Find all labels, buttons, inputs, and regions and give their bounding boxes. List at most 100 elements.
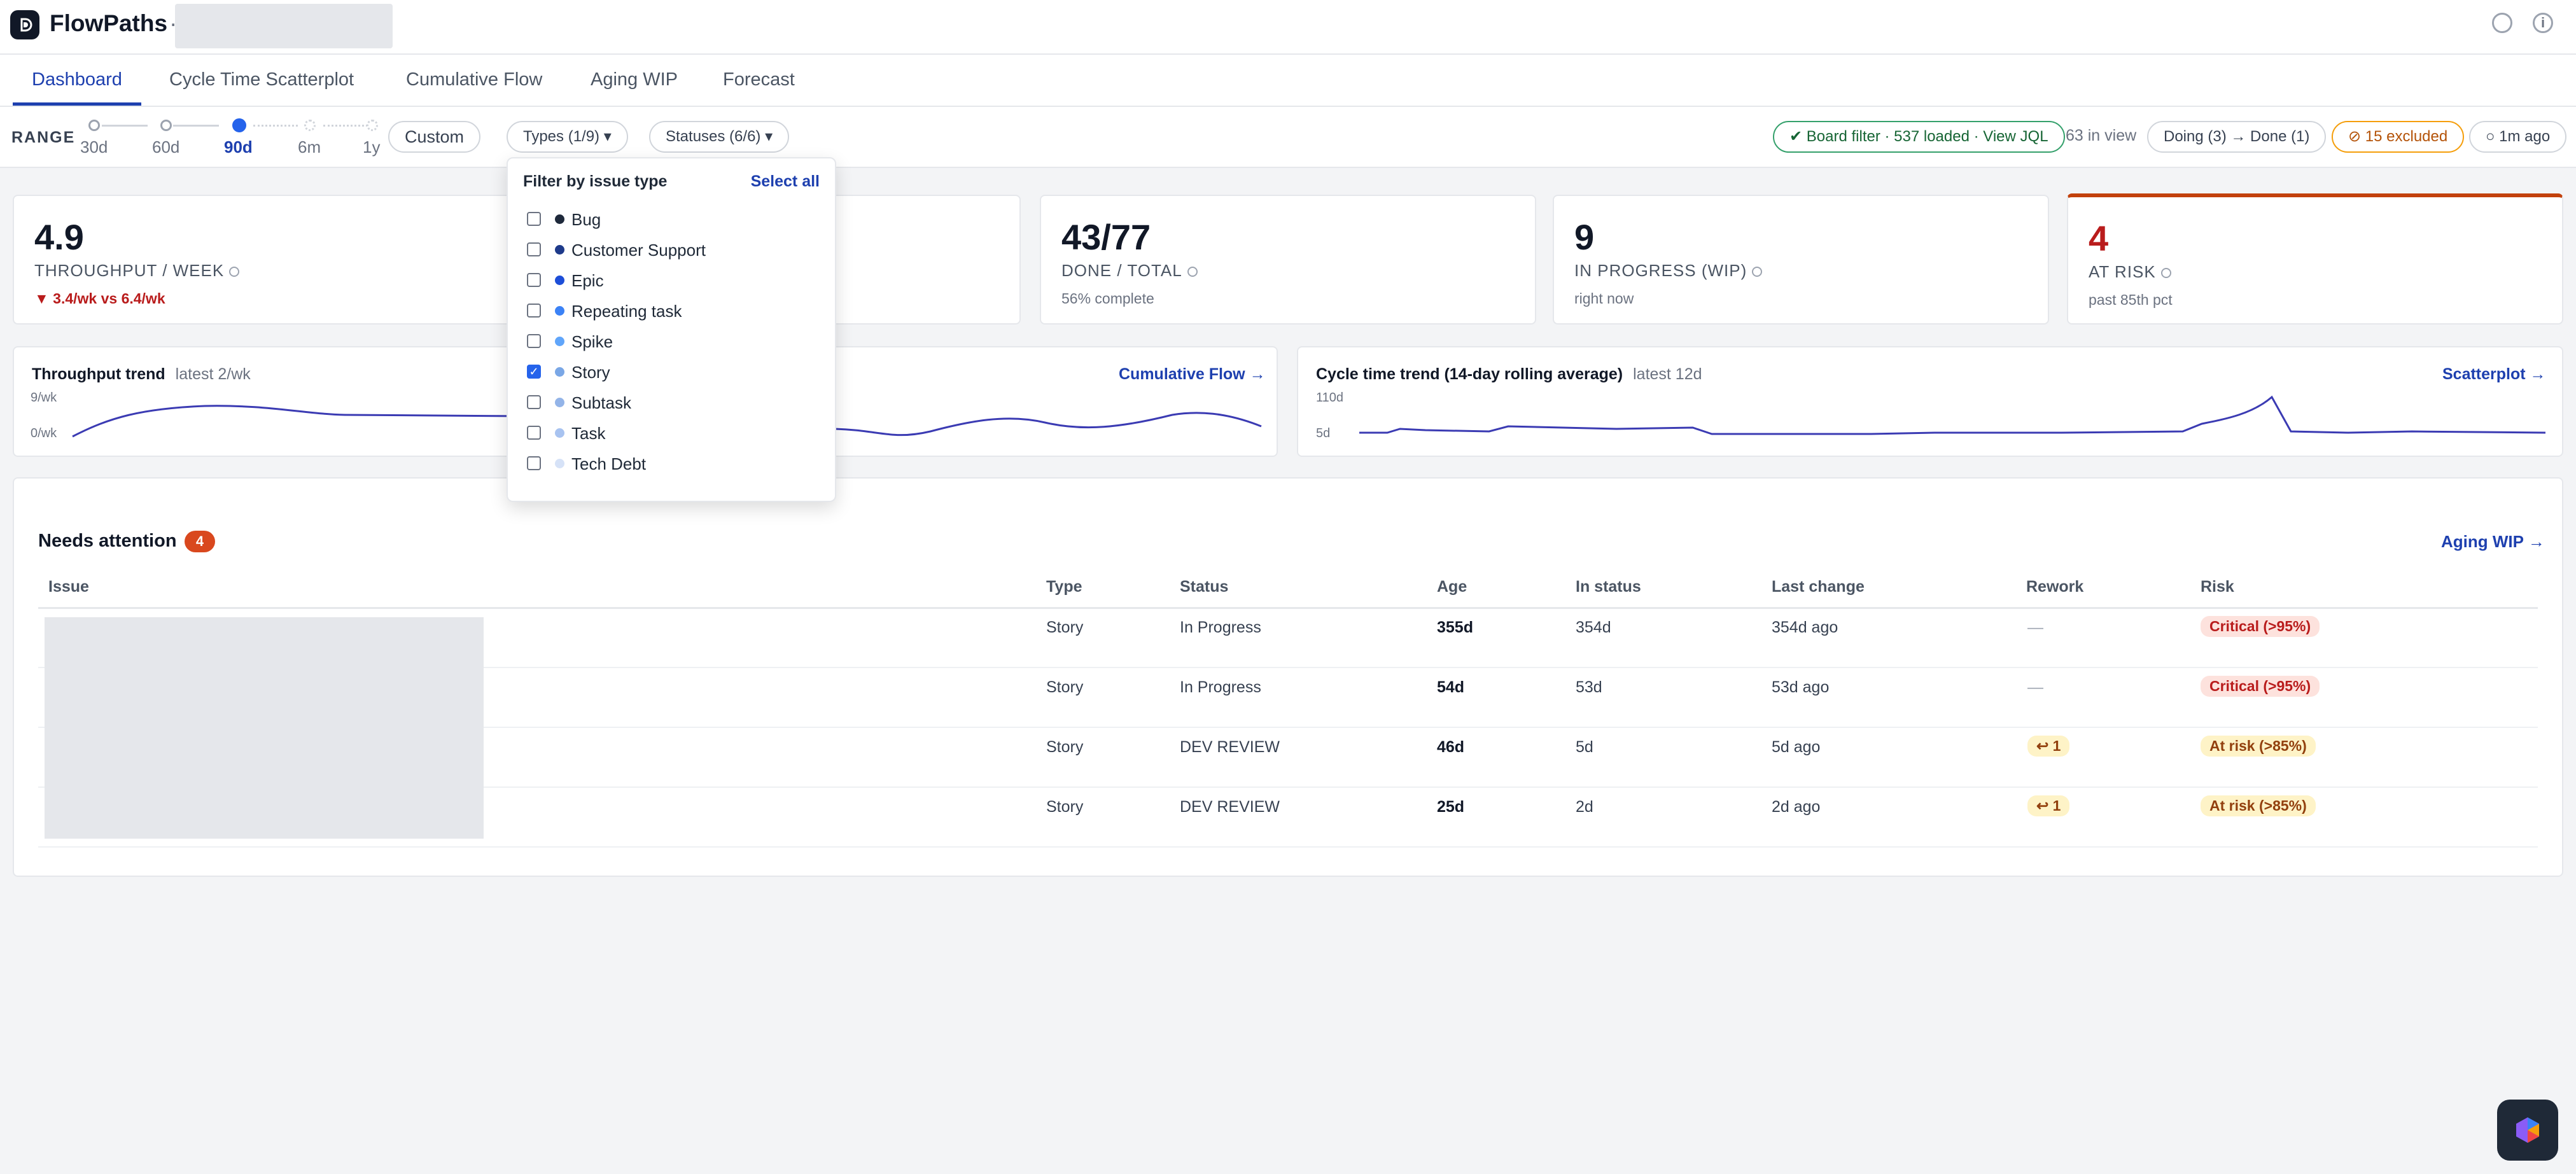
info-icon[interactable] [1187, 267, 1198, 277]
checkbox[interactable] [527, 242, 541, 256]
type-option[interactable]: Spike [527, 329, 820, 354]
type-color-dot [555, 214, 564, 224]
cycle-time-y-min: 5d [1316, 426, 1331, 440]
type-option[interactable]: Repeating task [527, 298, 820, 324]
range-node-30d[interactable] [88, 120, 100, 131]
info-icon[interactable]: i [2533, 13, 2553, 33]
in-view-count: 63 in view [2066, 127, 2137, 144]
type-color-dot [555, 398, 564, 407]
info-icon[interactable] [229, 267, 240, 277]
tab-dashboard[interactable]: Dashboard [13, 55, 141, 106]
cumulative-flow-link[interactable]: Cumulative Flow → [1119, 365, 1266, 383]
range-option-1y[interactable]: 1y [363, 137, 381, 157]
table-row[interactable]: Story DEV REVIEW 25d 2d 2d ago ↩ 1 At ri… [38, 788, 2538, 848]
type-option[interactable]: Subtask [527, 390, 820, 416]
range-option-60d[interactable]: 60d [152, 137, 180, 157]
board-filter-badge[interactable]: ✔ Board filter · 537 loaded · View JQL [1773, 121, 2065, 153]
row-type: Story [1046, 798, 1084, 816]
col-issue: Issue [48, 578, 89, 596]
flow-status-badge[interactable]: Doing (3) → Done (1) [2147, 121, 2327, 153]
checkbox[interactable] [527, 334, 541, 348]
wip-label: IN PROGRESS (WIP) [1574, 261, 1763, 281]
at-risk-value: 4 [2089, 218, 2109, 258]
range-option-30d[interactable]: 30d [80, 137, 108, 157]
range-node-90d[interactable] [232, 118, 246, 132]
range-connector [173, 125, 219, 127]
app-logo-icon [10, 10, 39, 39]
row-age: 54d [1437, 678, 1465, 696]
col-type: Type [1046, 578, 1082, 596]
throughput-trend-title: Throughput trend latest 2/wk [32, 365, 251, 384]
tab-cycle-time-scatterplot[interactable]: Cycle Time Scatterplot [169, 69, 354, 90]
range-option-90d[interactable]: 90d [224, 137, 253, 157]
row-rework: — [2027, 618, 2043, 636]
dropdown-title: Filter by issue type [523, 172, 668, 190]
checkbox[interactable] [527, 426, 541, 440]
risk-badge: Critical (>95%) [2201, 616, 2320, 637]
throughput-y-min: 0/wk [31, 426, 57, 440]
type-option[interactable]: ✓ Story [527, 360, 820, 385]
type-option-label: Story [571, 363, 610, 382]
cycle-time-trend-title-text: Cycle time trend (14-day rolling average… [1316, 365, 1623, 383]
tab-cumulative-flow[interactable]: Cumulative Flow [406, 69, 543, 90]
type-option[interactable]: Bug [527, 207, 820, 232]
types-filter-button[interactable]: Types (1/9) ▾ [507, 121, 628, 153]
done-total-sub: 56% complete [1061, 290, 1154, 307]
wip-value: 9 [1574, 217, 1595, 257]
checkbox[interactable] [527, 273, 541, 287]
type-option[interactable]: Epic [527, 268, 820, 293]
cycle-time-trend-card: Cycle time trend (14-day rolling average… [1297, 346, 2563, 457]
type-option[interactable]: Task [527, 421, 820, 446]
col-risk: Risk [2201, 578, 2234, 596]
row-last-change: 5d ago [1772, 738, 1821, 756]
range-node-6m[interactable] [304, 120, 316, 131]
tab-forecast[interactable]: Forecast [723, 69, 795, 90]
type-option[interactable]: Tech Debt [527, 451, 820, 477]
settings-icon[interactable] [2492, 13, 2512, 33]
assistant-button[interactable] [2497, 1100, 2558, 1161]
done-total-label: DONE / TOTAL [1061, 261, 1198, 281]
table-row[interactable]: Story In Progress 355d 354d 354d ago — C… [38, 608, 2538, 668]
risk-badge: At risk (>85%) [2201, 736, 2316, 757]
done-total-card: 43/77 DONE / TOTAL 56% complete [1040, 195, 1536, 325]
type-color-dot [555, 367, 564, 377]
type-filter-dropdown: Filter by issue type Select all Bug Custo… [507, 157, 836, 502]
app-title: FlowPaths [50, 10, 168, 36]
row-age: 46d [1437, 738, 1465, 756]
row-status: DEV REVIEW [1180, 738, 1280, 756]
table-row[interactable]: Story DEV REVIEW 46d 5d 5d ago ↩ 1 At ri… [38, 728, 2538, 788]
select-all-link[interactable]: Select all [750, 172, 820, 190]
scatterplot-link[interactable]: Scatterplot → [2442, 365, 2546, 383]
type-option[interactable]: Customer Support [527, 237, 820, 263]
aging-wip-link[interactable]: Aging WIP → [2441, 532, 2545, 551]
row-status: In Progress [1180, 678, 1261, 696]
table-header-divider [38, 607, 2538, 609]
project-selector[interactable] [175, 4, 393, 48]
refresh-status[interactable]: ○ 1m ago [2469, 121, 2567, 153]
custom-range-button[interactable]: Custom [388, 121, 481, 153]
checkbox-checked[interactable]: ✓ [527, 365, 541, 379]
checkbox[interactable] [527, 304, 541, 318]
info-icon[interactable] [1752, 267, 1763, 277]
checkbox[interactable] [527, 456, 541, 470]
top-bar: FlowPaths · i [0, 0, 2576, 55]
rework-badge: ↩ 1 [2027, 736, 2070, 757]
range-option-6m[interactable]: 6m [298, 137, 321, 157]
throughput-label-text: THROUGHPUT / WEEK [34, 261, 225, 280]
row-in-status: 354d [1576, 618, 1611, 636]
checkbox[interactable] [527, 212, 541, 226]
type-option-label: Epic [571, 271, 604, 290]
row-in-status: 5d [1576, 738, 1593, 756]
row-in-status: 2d [1576, 798, 1593, 816]
excluded-badge[interactable]: ⊘ 15 excluded [2332, 121, 2465, 153]
tab-aging-wip[interactable]: Aging WIP [591, 69, 678, 90]
table-row[interactable]: Story In Progress 54d 53d 53d ago — Crit… [38, 668, 2538, 728]
info-icon[interactable] [2160, 268, 2171, 279]
range-node-60d[interactable] [160, 120, 172, 131]
throughput-label: THROUGHPUT / WEEK [34, 261, 240, 281]
throughput-sparkline [72, 405, 1262, 438]
row-type: Story [1046, 738, 1084, 756]
range-node-1y[interactable] [367, 120, 378, 131]
statuses-filter-button[interactable]: Statuses (6/6) ▾ [649, 121, 790, 153]
checkbox[interactable] [527, 395, 541, 409]
